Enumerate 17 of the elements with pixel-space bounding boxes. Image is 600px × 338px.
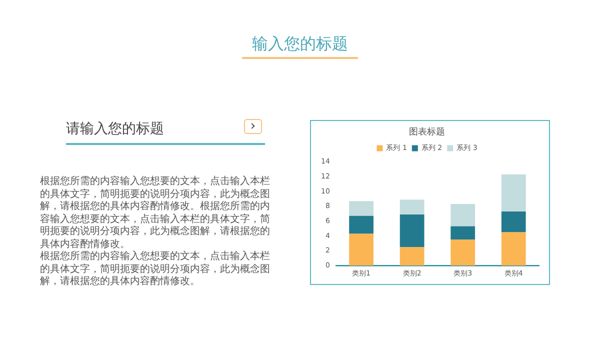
bar [349,234,374,266]
chart-title: 图表标题 [409,126,445,138]
bar [400,247,424,266]
text: 根据您所需的内容输入您想要的文本，点击输入本栏的具体文字，简明扼要的说明分项内容，此为概念图解，请根据您的具体内容酌情修改。根据您所需的内容输入您想要的文本，点击输入本栏的具体文字，简明扼要的说明分项内容，此为概念图解，请根据您的具体内容酌情修改。 [40,176,271,250]
bar [501,232,526,266]
bar [450,240,476,266]
bar [501,174,526,212]
text: 根据您所需的内容输入您想要的文本，点击输入本栏的具体文字，简明扼要的说明分项内容，此为概念图解，请根据您的具体内容酌情修改。 [40,251,271,288]
text: 输入您的标题 [251,34,349,55]
bar [400,200,424,214]
bar [450,226,476,240]
bar [349,201,374,216]
bar [450,204,476,226]
text: 请输入您的标题 [66,120,164,138]
bar [349,216,374,234]
bar [400,214,424,248]
bar [501,211,526,232]
